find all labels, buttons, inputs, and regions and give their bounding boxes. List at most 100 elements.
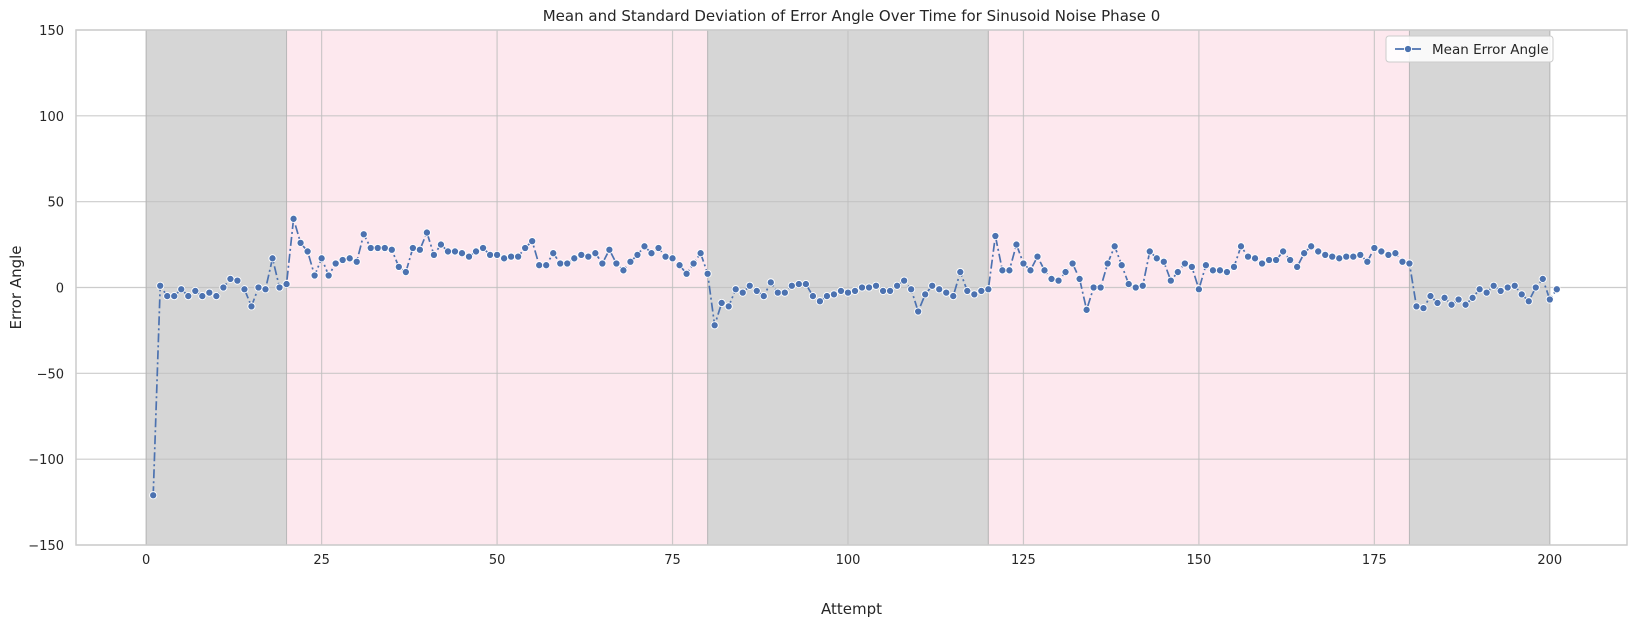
data-point [570,254,579,263]
data-point [198,292,207,301]
data-point [1398,257,1407,266]
data-point [1328,252,1337,261]
data-point [654,243,663,253]
data-point [1454,295,1463,304]
data-point [528,237,537,246]
data-point [900,276,909,285]
y-tick-labels: −150 −100 −50 0 50 100 150 [28,24,64,554]
data-point [331,259,340,268]
data-point [808,292,817,301]
plot-border [75,29,1628,546]
y-tick-label: −100 [28,453,64,468]
data-point [493,250,502,259]
data-point [605,245,614,254]
data-point [1152,254,1161,263]
data-point [879,286,888,295]
data-point [647,249,656,258]
data-point [1138,281,1147,290]
data-point [829,290,839,299]
data-point [450,247,460,256]
data-point [156,281,165,290]
data-point [254,283,263,292]
data-point [1538,274,1547,283]
data-point [794,280,803,289]
chart-title: Mean and Standard Deviation of Error Ang… [543,7,1161,25]
data-point [1272,255,1281,265]
data-point [668,254,677,263]
data-point [773,288,782,297]
data-point [759,292,768,301]
data-point [970,290,979,299]
data-point [1033,252,1042,261]
data-point [1335,254,1344,263]
data-point [1314,247,1323,256]
data-point [163,292,172,301]
data-point [310,271,319,280]
data-point [864,283,874,292]
data-point [1096,283,1105,292]
data-point [591,249,600,258]
data-point [457,249,467,258]
data-point [1075,274,1084,283]
data-point [1377,247,1386,256]
data-point [1131,283,1140,292]
data-point [303,247,312,256]
x-tick-label: 100 [836,553,861,568]
data-point [247,302,256,311]
data-point [549,249,558,258]
data-point [717,298,726,308]
data-point [942,288,951,297]
series-markers [149,214,1561,500]
x-tick-label: 150 [1186,553,1211,568]
data-point [738,288,747,297]
data-point [1321,250,1330,259]
x-tick-label: 0 [142,553,150,568]
data-point [984,285,993,294]
data-point [1503,283,1512,292]
data-point [836,286,846,295]
data-point [1012,240,1021,249]
data-point [1236,242,1246,251]
data-point [1187,262,1196,271]
data-point [1496,286,1505,295]
data-point [1426,292,1435,301]
data-point [872,281,881,290]
data-point [1356,250,1365,259]
data-point [1342,252,1351,261]
data-point [935,285,944,294]
data-point [977,286,986,295]
data-point [914,307,923,316]
data-point [745,281,754,290]
data-point [226,274,235,283]
data-point [998,266,1007,275]
data-point [1005,266,1014,275]
data-point [563,259,572,268]
data-point [1300,249,1309,258]
data-point [1419,304,1428,313]
data-point [1194,285,1203,294]
data-point [1082,305,1091,314]
x-tick-label: 175 [1362,553,1387,568]
data-point [240,285,249,294]
data-point [324,271,333,280]
data-point [1433,298,1442,308]
data-point [1068,259,1077,268]
data-point [963,286,972,295]
data-point [766,278,775,287]
data-point [394,262,403,271]
data-point [408,243,417,253]
data-point [268,254,277,263]
data-point [1482,288,1491,297]
data-point [359,230,368,239]
data-point [612,259,621,268]
data-point [149,491,158,500]
data-point [815,297,824,306]
data-point [1258,259,1267,268]
data-point [1243,252,1253,261]
data-point [1307,242,1316,251]
data-point [991,231,1000,241]
data-point [429,250,438,259]
data-point [1475,285,1484,294]
data-point [857,283,867,292]
data-point [577,250,586,259]
